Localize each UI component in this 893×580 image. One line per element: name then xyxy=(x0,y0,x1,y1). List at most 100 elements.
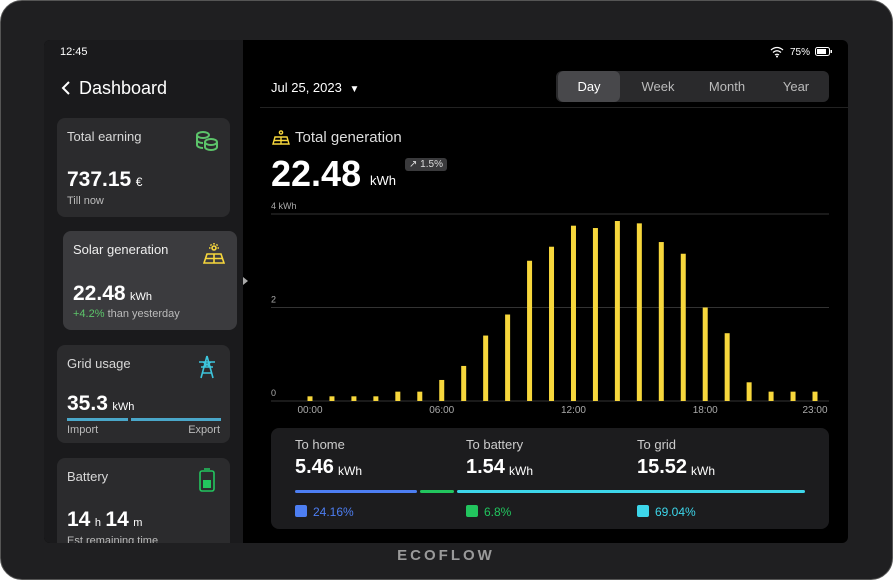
breakdown-value: 5.46 xyxy=(295,456,334,478)
share-icon xyxy=(295,505,307,517)
tab[interactable]: Week xyxy=(641,79,675,94)
y-tick-label: 4 kWh xyxy=(271,201,297,211)
summary-change: ↗ 1.5% xyxy=(405,158,447,171)
solar-card[interactable]: Solar generation 22.48 kWh +4.2% than ye… xyxy=(63,231,237,330)
breakdown-label: To battery xyxy=(466,437,524,452)
back-button[interactable] xyxy=(60,80,72,96)
card-note: Est remaining time xyxy=(67,535,159,543)
date: Jul 25, 2023 xyxy=(271,80,342,95)
tab[interactable]: Year xyxy=(782,79,810,94)
breakdown-unit: kWh xyxy=(509,464,533,478)
bar xyxy=(351,396,357,401)
tab[interactable]: Month xyxy=(708,79,746,94)
minutes: 14 xyxy=(105,508,129,531)
bar xyxy=(307,396,313,401)
bar xyxy=(658,242,664,401)
breakdown-unit: kWh xyxy=(691,464,715,478)
card-change: +4.2% xyxy=(73,308,105,320)
card-value: 22.48 xyxy=(73,282,126,305)
bar xyxy=(417,391,423,401)
bar xyxy=(549,246,555,401)
share-value: 6.8% xyxy=(484,505,512,519)
y-tick-label: 2 xyxy=(271,295,276,305)
share-bar xyxy=(295,490,417,493)
bar xyxy=(680,253,686,401)
dropdown-arrow: ▼ xyxy=(349,84,360,95)
bar xyxy=(439,379,445,401)
tab[interactable]: Day xyxy=(558,71,620,102)
card-title: Battery xyxy=(67,469,109,484)
tower-icon xyxy=(199,355,215,379)
earning-card[interactable]: Total earning 737.15 € Till now xyxy=(57,118,230,217)
card-unit: kWh xyxy=(130,291,153,303)
x-tick-label: 06:00 xyxy=(429,405,454,416)
summary-icon xyxy=(272,130,290,145)
change-value: 1.5% xyxy=(420,159,443,170)
share-value: 24.16% xyxy=(313,505,354,519)
card-unit: € xyxy=(135,175,143,189)
share-bar xyxy=(419,490,455,493)
grid-card[interactable]: Grid usage 35.3 kWh Import Export xyxy=(57,345,230,443)
battery-icon xyxy=(815,47,832,56)
share-value: 69.04% xyxy=(655,505,696,519)
card-title: Grid usage xyxy=(67,356,131,371)
selection-arrow xyxy=(243,277,248,285)
card-note: than yesterday xyxy=(107,308,180,320)
x-tick-label: 18:00 xyxy=(693,405,718,416)
bar xyxy=(395,391,401,401)
coins-icon xyxy=(196,131,218,152)
import-bar xyxy=(67,418,128,421)
bar xyxy=(570,225,576,401)
status-time: 12:45 xyxy=(60,46,88,58)
breakdown-label: To home xyxy=(295,437,345,452)
breakdown-unit: kWh xyxy=(338,464,362,478)
hours-unit: h xyxy=(94,517,101,529)
bar xyxy=(461,365,467,401)
breakdown-panel xyxy=(271,428,829,529)
battery-card-icon xyxy=(199,468,215,492)
breakdown-value: 15.52 xyxy=(637,456,688,478)
bar xyxy=(592,228,598,401)
summary-unit: kWh xyxy=(370,173,396,188)
bar xyxy=(483,335,489,401)
y-tick-label: 0 xyxy=(271,388,276,398)
divider xyxy=(260,107,848,108)
export-bar xyxy=(131,418,221,421)
bar xyxy=(373,396,379,401)
card-value: 737.15 xyxy=(67,168,132,191)
export-label: Export xyxy=(188,424,220,436)
solar-icon xyxy=(203,243,225,264)
bar xyxy=(614,221,620,401)
bar xyxy=(746,382,752,401)
bar xyxy=(505,314,511,401)
import-label: Import xyxy=(67,424,99,436)
hours: 14 xyxy=(67,508,91,531)
x-tick-label: 12:00 xyxy=(561,405,586,416)
breakdown-value: 1.54 xyxy=(466,456,505,478)
card-title: Total earning xyxy=(67,129,142,144)
date-picker[interactable]: Jul 25, 2023 ▼ xyxy=(271,80,359,95)
bar xyxy=(527,260,533,401)
bar xyxy=(768,391,774,401)
share-bar xyxy=(457,490,805,493)
breakdown-label: To grid xyxy=(637,437,677,452)
summary-title: Total generation xyxy=(295,129,402,146)
x-tick-label: 23:00 xyxy=(802,405,827,416)
change-arrow: ↗ xyxy=(409,159,418,170)
bar xyxy=(790,391,796,401)
bar xyxy=(724,333,730,401)
wifi-icon xyxy=(770,46,784,58)
bar xyxy=(329,396,335,401)
minutes-unit: m xyxy=(133,517,143,529)
card-note: Till now xyxy=(67,195,104,207)
brand: ECOFLOW xyxy=(397,547,495,564)
card-unit: kWh xyxy=(112,401,135,413)
share-icon xyxy=(466,505,478,517)
card-value: 35.3 xyxy=(67,392,108,415)
share-icon xyxy=(637,505,649,517)
bar xyxy=(636,223,642,401)
battery-card[interactable]: Battery 14 h 14 m Est remaining time xyxy=(57,458,230,543)
card-title: Solar generation xyxy=(73,242,169,257)
